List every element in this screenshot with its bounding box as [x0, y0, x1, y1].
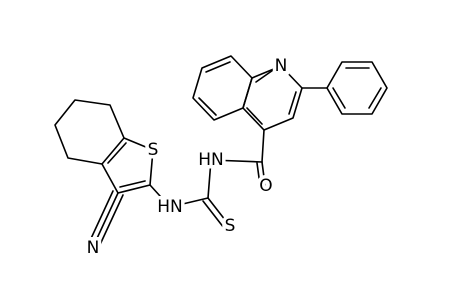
bond [169, 197, 209, 208]
cyclohexane-ring [54, 99, 125, 165]
pyridine-ring [242, 65, 303, 131]
double-bond [332, 87, 346, 109]
atom-label: S [148, 140, 159, 160]
double-bond [246, 107, 263, 125]
thiophene-ring [101, 137, 154, 194]
double-bond [255, 67, 277, 83]
atom-labels: N S HN O HN S N [83, 53, 291, 262]
bond [261, 161, 266, 186]
double-bond [119, 180, 146, 188]
atom-label: O [259, 176, 272, 196]
double-bond [256, 162, 261, 186]
double-bond [288, 91, 297, 115]
bond [210, 159, 263, 163]
double-bond [198, 97, 217, 116]
atom-label: N [275, 56, 288, 76]
double-bond [107, 142, 127, 164]
bond [207, 159, 212, 199]
bond [149, 184, 171, 208]
bond [261, 129, 265, 163]
bonds [54, 55, 388, 250]
double-bond [205, 61, 231, 73]
atom-label: HN [198, 150, 224, 170]
atom-label: HN [157, 197, 183, 217]
phenyl-ring [326, 61, 388, 115]
double-bond [202, 200, 225, 229]
atom-label: N [87, 238, 100, 258]
benzo-ring [192, 55, 253, 121]
bond [207, 197, 230, 226]
triple-bond [97, 194, 124, 250]
triple-bond [87, 190, 114, 246]
double-bond [368, 87, 382, 109]
atom-label: S [225, 216, 236, 236]
triple-bond [92, 192, 119, 248]
